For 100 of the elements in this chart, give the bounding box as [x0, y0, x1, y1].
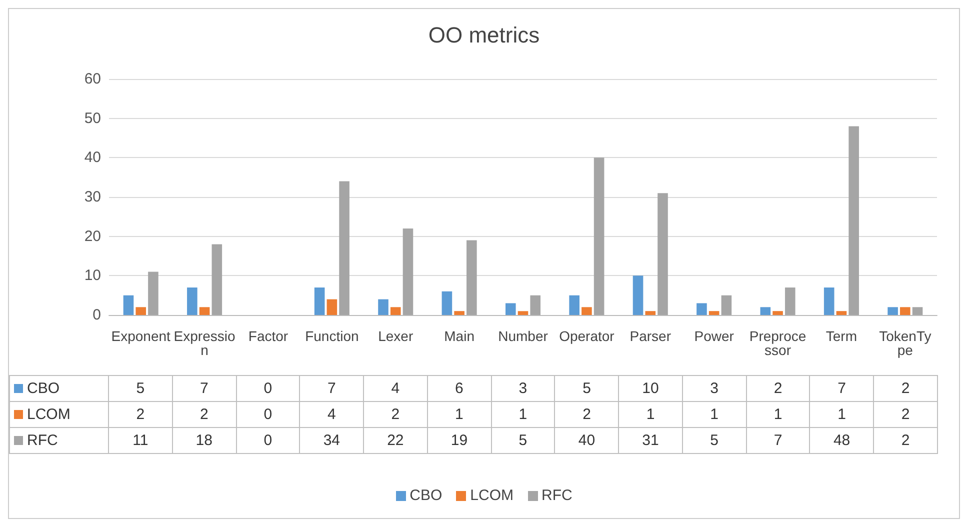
- data-label: 4: [300, 402, 364, 428]
- bar: [123, 295, 134, 315]
- data-label: 10: [618, 376, 682, 402]
- bar: [187, 287, 198, 315]
- x-tick-label: Lexer: [378, 328, 414, 344]
- y-tick-label: 50: [84, 110, 101, 127]
- bar: [454, 311, 464, 315]
- data-label: 11: [108, 428, 172, 454]
- bar: [518, 311, 528, 315]
- y-tick-label: 30: [84, 188, 101, 206]
- x-tick-label: Main: [444, 328, 474, 344]
- bar: [148, 272, 158, 315]
- data-label: 6: [427, 376, 492, 402]
- data-label: 1: [682, 402, 746, 428]
- data-label: 0: [236, 402, 300, 428]
- data-label: 7: [746, 428, 810, 454]
- data-label: 1: [746, 402, 810, 428]
- bar: [212, 244, 222, 315]
- bar: [760, 307, 771, 315]
- bar: [442, 291, 452, 315]
- text: CBO: [410, 487, 442, 504]
- data-label: 7: [172, 376, 236, 402]
- bar: [848, 126, 859, 315]
- data-label: 5: [554, 376, 619, 402]
- data-label: 2: [108, 402, 172, 428]
- bar: [582, 307, 592, 315]
- data-label: 18: [172, 428, 236, 454]
- bar: [505, 303, 516, 315]
- bar: [326, 299, 338, 315]
- data-label: 1: [491, 402, 555, 428]
- data-label: 34: [300, 428, 364, 454]
- data-label: 0: [236, 428, 300, 454]
- bar: [888, 307, 898, 315]
- data-label: 5: [682, 428, 746, 454]
- bar: [339, 181, 350, 315]
- data-label: 40: [554, 428, 619, 454]
- bar: [402, 228, 414, 315]
- bar: [645, 311, 656, 315]
- data-label: 2: [172, 402, 236, 428]
- legend-label: CBO: [10, 376, 108, 402]
- data-label: 7: [810, 376, 874, 402]
- chart-title: OO metrics: [428, 22, 540, 48]
- text: RFC: [542, 487, 572, 504]
- data-label: 19: [427, 428, 492, 454]
- bar: [784, 287, 796, 315]
- legend-label: LCOM: [10, 402, 108, 428]
- x-tick-label: Number: [498, 328, 548, 344]
- x-tick-label: TokenType: [879, 328, 932, 358]
- data-label: 4: [364, 376, 428, 402]
- data-label: 5: [491, 428, 555, 454]
- bar: [390, 307, 401, 315]
- y-tick-label: 40: [84, 149, 101, 166]
- x-tick-label: Factor: [248, 328, 288, 344]
- data-label: 0: [236, 376, 300, 402]
- data-label: 2: [746, 376, 810, 402]
- bar: [912, 307, 923, 315]
- data-label: 2: [364, 402, 428, 428]
- legend-label: RFC: [10, 428, 108, 454]
- x-tick-label: Power: [694, 328, 734, 344]
- data-label: 31: [618, 428, 682, 454]
- bar: [466, 240, 477, 315]
- bar: [696, 303, 707, 315]
- data-label: 1: [810, 402, 874, 428]
- x-tick-label: Function: [305, 328, 359, 344]
- text: LCOM: [470, 487, 514, 504]
- data-label: 2: [874, 428, 938, 454]
- y-tick-label: 60: [84, 70, 101, 88]
- bar: [530, 295, 541, 315]
- bar: [136, 307, 146, 315]
- bar: [314, 287, 325, 315]
- y-tick-label: 20: [84, 228, 101, 245]
- x-tick-label: Expression: [174, 328, 236, 358]
- data-label: 22: [364, 428, 428, 454]
- bar: [900, 307, 910, 315]
- bar: [378, 299, 388, 315]
- x-tick-label: Preprocessor: [749, 328, 806, 358]
- x-tick-label: Operator: [559, 328, 615, 344]
- data-label: 2: [874, 376, 938, 402]
- x-tick-label: Exponent: [111, 328, 171, 344]
- data-label: 1: [427, 402, 492, 428]
- data-label: 3: [491, 376, 555, 402]
- data-label: 7: [300, 376, 364, 402]
- data-label: 5: [108, 376, 172, 402]
- x-tick-label: Parser: [630, 328, 672, 344]
- bar: [824, 287, 834, 315]
- bar: [594, 158, 604, 315]
- bar: [772, 311, 783, 315]
- bar: [708, 311, 720, 315]
- bar: [836, 311, 847, 315]
- bar: [632, 276, 644, 315]
- bar: [721, 295, 732, 315]
- y-tick-label: 10: [84, 267, 101, 284]
- bar: [658, 193, 668, 315]
- data-label: 3: [682, 376, 746, 402]
- bar: [199, 307, 210, 315]
- data-label: 2: [874, 402, 938, 428]
- data-label: 1: [618, 402, 682, 428]
- x-tick-label: Term: [826, 328, 858, 344]
- data-label: 2: [554, 402, 619, 428]
- bar: [569, 295, 580, 315]
